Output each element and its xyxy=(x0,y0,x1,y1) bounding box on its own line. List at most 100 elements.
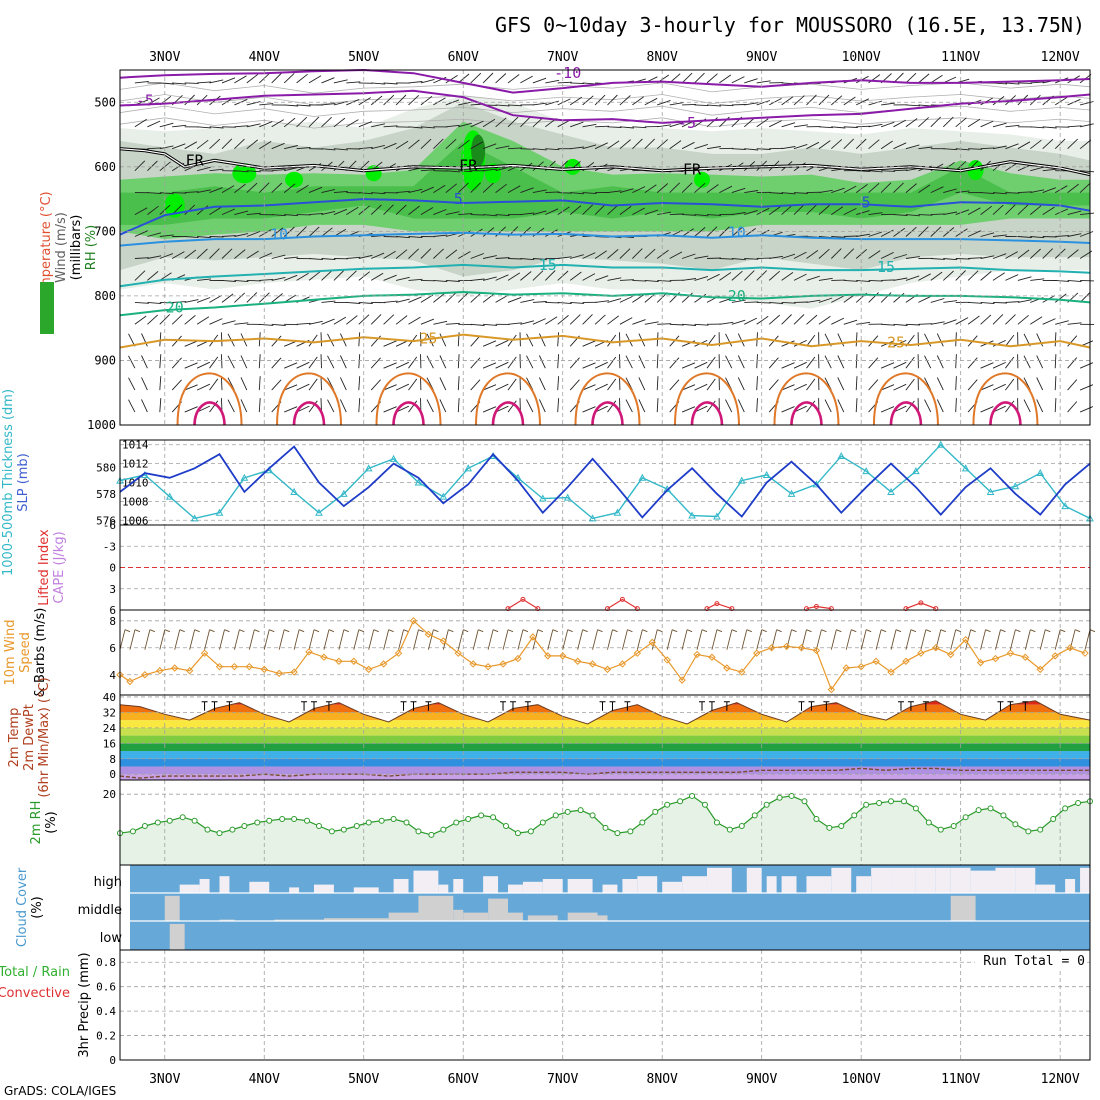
wind10-barb-flag xyxy=(179,629,185,633)
wind-barb xyxy=(1005,251,1018,259)
wind-barb xyxy=(184,299,199,303)
wind-barb xyxy=(520,320,535,325)
cloud-high-gap xyxy=(891,867,916,893)
wind-barb xyxy=(184,249,197,259)
wind-barb xyxy=(669,251,683,259)
wind-barb xyxy=(806,94,817,106)
panel-axis-label: (%) xyxy=(30,896,45,919)
day-label-bottom: 12NOV xyxy=(1041,1072,1080,1087)
wind-barb xyxy=(246,139,258,150)
rh2m-point xyxy=(701,801,708,808)
thickness-point xyxy=(165,492,174,500)
wind-barb xyxy=(545,79,560,84)
wind-barb xyxy=(458,213,473,216)
wind-barb xyxy=(457,354,460,369)
panel-axis-label: Temperature (°C) xyxy=(39,191,54,304)
wind-barb xyxy=(395,94,407,106)
wind-barb xyxy=(731,212,746,216)
wind-barb xyxy=(383,204,394,215)
rh2m-point xyxy=(440,826,447,833)
wind-barb xyxy=(557,256,572,259)
wind-barb xyxy=(924,399,932,413)
wind-barb xyxy=(220,376,223,391)
wind-barb xyxy=(470,253,484,259)
cloud-middle-gray xyxy=(453,909,464,921)
temp-band xyxy=(120,751,1090,759)
wind-barb xyxy=(955,398,957,413)
wind-barb xyxy=(159,314,171,325)
wind-barb xyxy=(128,355,136,369)
wind-barb xyxy=(607,249,619,259)
wind-barb xyxy=(706,378,716,391)
wind-barb xyxy=(395,361,409,369)
wind-barb xyxy=(420,207,434,215)
cloud-high-gap xyxy=(413,870,439,893)
rh2m-point xyxy=(900,798,907,805)
wind-barb xyxy=(333,270,345,281)
temp-band xyxy=(120,727,1090,736)
wind-barb xyxy=(831,139,843,150)
wind-barb xyxy=(831,126,846,129)
wind10-point xyxy=(514,654,522,663)
wind-barb xyxy=(284,406,298,413)
wind10-point xyxy=(902,657,910,665)
cloud-low-gray xyxy=(169,923,185,950)
wind-barb xyxy=(669,357,680,369)
wind-barb xyxy=(955,228,968,237)
isotherm-line xyxy=(119,68,1091,94)
wind-barb xyxy=(271,293,283,303)
cloud-level-low: low xyxy=(100,931,123,946)
rh2m-point xyxy=(428,831,435,838)
rh-max-blob xyxy=(694,171,710,188)
cloud-high-gap xyxy=(637,876,658,893)
wind-barb xyxy=(370,95,383,106)
wind-barb xyxy=(1005,192,1020,194)
wind10-barb-flag xyxy=(806,629,812,633)
temp-band xyxy=(120,758,1090,767)
wind-barb xyxy=(831,95,843,106)
run-total-text: Run Total = 0 xyxy=(983,954,1085,969)
lifted-point xyxy=(729,606,735,612)
wind-barb xyxy=(134,315,147,325)
rh2m-point xyxy=(279,815,286,822)
wind-barb xyxy=(296,116,308,128)
wind10-barb-flag xyxy=(134,629,141,633)
day-label-bottom: 7NOV xyxy=(547,1072,578,1087)
wind10-point xyxy=(469,660,477,668)
wind-barb xyxy=(532,318,546,325)
wind10-point xyxy=(454,649,462,657)
wind-barb xyxy=(184,141,198,150)
wind-barb xyxy=(968,301,983,304)
wind-barb xyxy=(837,333,845,347)
wind-barb xyxy=(284,145,298,150)
wind-barb xyxy=(439,377,447,391)
isotherm-label: 15 xyxy=(539,256,557,274)
wind10-barb-flag xyxy=(761,629,767,633)
isotherm-30-loop xyxy=(972,372,1039,426)
wind-barb xyxy=(209,236,224,238)
wind-barb xyxy=(209,378,219,391)
wind10-point xyxy=(797,644,806,652)
wind-barb xyxy=(625,399,633,413)
rh2m-point xyxy=(813,815,820,822)
wind-barb xyxy=(1055,320,1069,325)
wind-barb xyxy=(594,314,606,325)
wind-barb xyxy=(918,295,932,303)
wind-barb xyxy=(1023,399,1031,413)
wind-barb xyxy=(831,206,844,215)
wind-barb xyxy=(358,205,370,215)
wind-barb xyxy=(868,123,883,128)
wind-barb xyxy=(582,192,597,195)
wind-barb xyxy=(930,321,945,325)
thickness-point xyxy=(563,493,572,501)
wind10-barb xyxy=(681,629,688,650)
cloud-high-gap xyxy=(856,876,872,893)
wind-barb xyxy=(656,139,668,150)
cloud-high-gap xyxy=(746,867,762,893)
thickness-point xyxy=(364,464,373,472)
wind-barb xyxy=(594,142,608,150)
wind-barb xyxy=(893,119,907,128)
wind-barb xyxy=(296,184,309,193)
rh2m-point xyxy=(1075,800,1082,807)
wind-barb xyxy=(532,77,547,84)
